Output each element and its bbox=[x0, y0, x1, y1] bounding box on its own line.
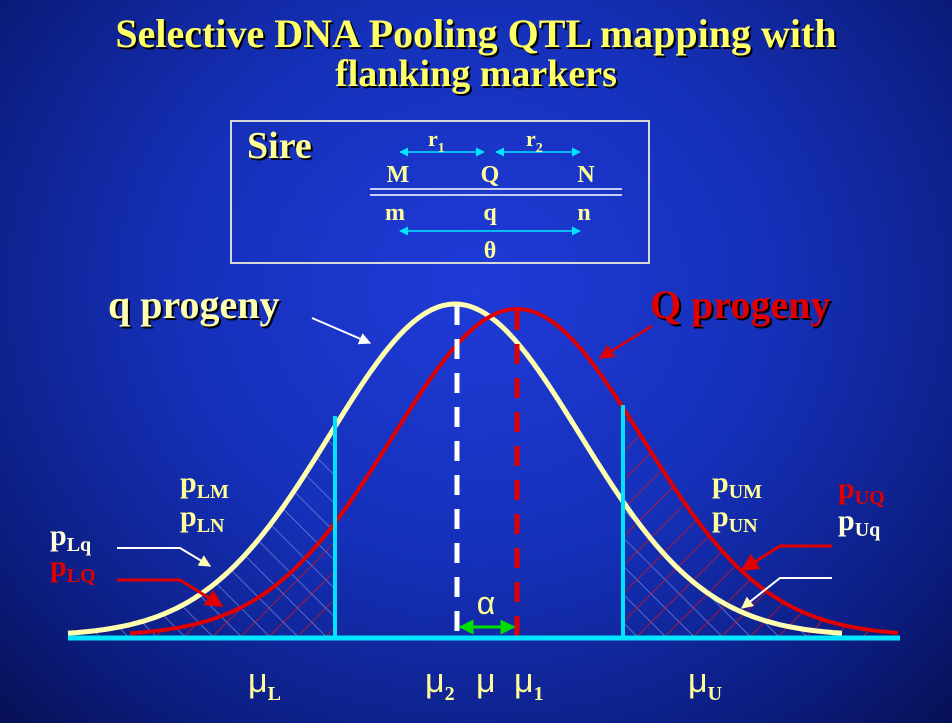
allele-n: n bbox=[577, 200, 590, 226]
pUq-pointer bbox=[741, 577, 832, 609]
pLq-label: pLq bbox=[50, 519, 91, 556]
pLQ-pointer bbox=[117, 578, 224, 608]
pUN-label: pUN bbox=[712, 500, 758, 537]
pUM-label: pUM bbox=[712, 466, 762, 503]
slide-title-line1: Selective DNA Pooling QTL mapping with bbox=[115, 11, 837, 56]
allele-N: N bbox=[577, 162, 595, 188]
alpha-label: α bbox=[477, 585, 496, 621]
pUQ-pointer bbox=[740, 544, 832, 572]
pLM-label: pLM bbox=[180, 466, 229, 503]
lower-tail-q-hatch bbox=[68, 426, 335, 636]
mu-1-label: μ1 bbox=[514, 662, 544, 705]
q-progeny-curve bbox=[67, 301, 843, 636]
q-progeny-pointer bbox=[311, 317, 372, 345]
Q-progeny-curve bbox=[129, 306, 899, 636]
slide-title-line2: flanking markers bbox=[335, 53, 617, 95]
theta-label: θ bbox=[484, 238, 497, 264]
r2-label: r2 bbox=[526, 126, 543, 156]
mu-U-label: μU bbox=[688, 662, 722, 705]
pUQ-label: pUQ bbox=[838, 472, 885, 509]
r1-label: r1 bbox=[428, 126, 445, 156]
sire-chromosome: r1 r2 M Q N m q n θ bbox=[370, 126, 622, 264]
pLN-label: pLN bbox=[180, 500, 225, 537]
mu-L-label: μL bbox=[248, 662, 281, 705]
pLQ-label: pLQ bbox=[50, 550, 96, 587]
Q-progeny-pointer bbox=[598, 324, 653, 360]
sire-label: Sire bbox=[247, 125, 312, 167]
sire-box bbox=[230, 120, 650, 264]
allele-Q: Q bbox=[481, 162, 500, 188]
q-progeny-label: q progeny bbox=[108, 282, 280, 327]
allele-M: M bbox=[387, 162, 410, 188]
pLq-pointer bbox=[117, 547, 212, 567]
mu-2-label: μ2 bbox=[425, 662, 455, 705]
mu-label: μ bbox=[476, 662, 496, 700]
Q-progeny-label: Q progeny bbox=[650, 282, 830, 327]
allele-m: m bbox=[385, 200, 405, 226]
pUq-label: pUq bbox=[838, 504, 880, 541]
allele-q: q bbox=[483, 200, 497, 226]
